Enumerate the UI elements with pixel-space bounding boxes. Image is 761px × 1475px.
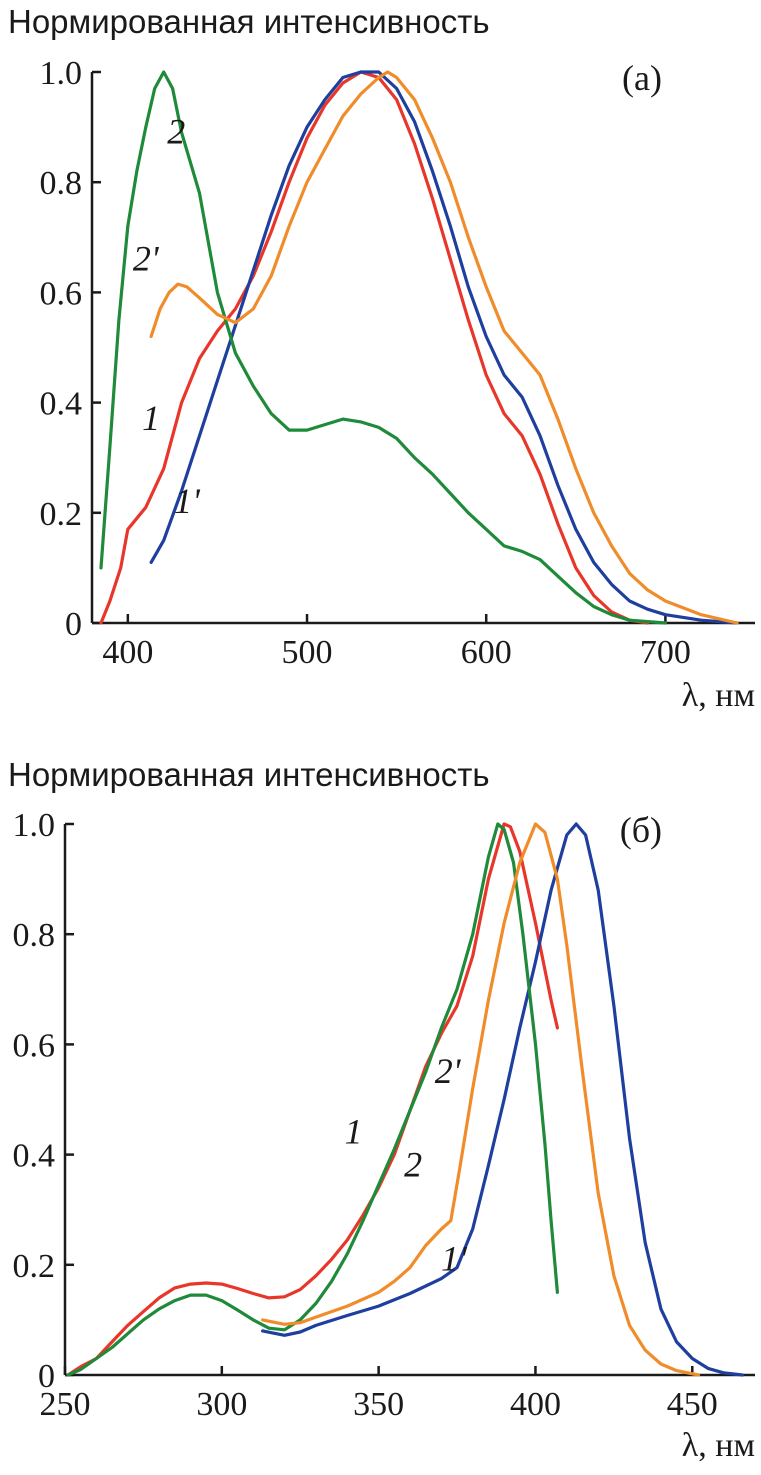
- y-tick-label: 1.0: [40, 55, 83, 92]
- y-tick-label: 0.8: [40, 165, 83, 202]
- curve-label: 2: [167, 112, 185, 152]
- y-tick-label: 0.4: [40, 386, 83, 423]
- panel-label: (б): [620, 810, 662, 850]
- y-tick-label: 0: [38, 1358, 55, 1395]
- series-line-1-prime: [261, 822, 745, 1377]
- y-tick-label: 0.4: [13, 1138, 56, 1175]
- panel-label: (а): [622, 58, 662, 98]
- y-tick-label: 1.0: [13, 807, 56, 844]
- curve-label: 1': [441, 1238, 468, 1278]
- y-tick-label: 0.2: [13, 1248, 56, 1285]
- series-line-1-prime: [149, 70, 739, 625]
- x-tick-label: 300: [196, 1386, 247, 1423]
- x-axis-title: λ, нм: [682, 1427, 755, 1464]
- x-tick-label: 350: [353, 1386, 404, 1423]
- y-axis-title: Нормированная интенсивность: [8, 3, 490, 40]
- y-tick-label: 0.8: [13, 917, 56, 954]
- y-tick-label: 0.6: [40, 275, 83, 312]
- curve-label: 1': [174, 481, 201, 521]
- series-line-2: [99, 70, 667, 625]
- x-tick-label: 400: [102, 634, 153, 671]
- curve-label: 2: [404, 1145, 422, 1185]
- y-tick-label: 0: [65, 606, 82, 643]
- x-axis-title: λ, нм: [682, 677, 755, 714]
- series-line-2-prime: [261, 822, 701, 1377]
- series-line-1: [66, 822, 559, 1377]
- curve-label: 1: [142, 398, 160, 438]
- x-tick-label: 700: [640, 634, 691, 671]
- series-line-2-prime: [149, 70, 739, 625]
- y-tick-label: 0.6: [13, 1027, 56, 1064]
- x-tick-label: 500: [282, 634, 333, 671]
- series-line-2: [66, 822, 559, 1377]
- chart-panel-a: Нормированная интенсивность 0 0.2 0.4 0.6 0.8…: [8, 3, 755, 714]
- y-axis-title: Нормированная интенсивность: [8, 756, 490, 793]
- x-tick-label: 250: [40, 1386, 91, 1423]
- x-tick-label: 600: [461, 634, 512, 671]
- y-tick-label: 0.2: [40, 496, 83, 533]
- curve-label: 2': [133, 238, 160, 278]
- series-line-1: [99, 70, 650, 625]
- x-tick-label: 400: [510, 1386, 561, 1423]
- chart-panel-b: Нормированная интенсивность 0 0.2 0.4 0.6 0.8…: [8, 756, 755, 1464]
- curve-label: 1: [345, 1112, 363, 1152]
- curve-label: 2': [435, 1051, 462, 1091]
- x-tick-label: 450: [667, 1386, 718, 1423]
